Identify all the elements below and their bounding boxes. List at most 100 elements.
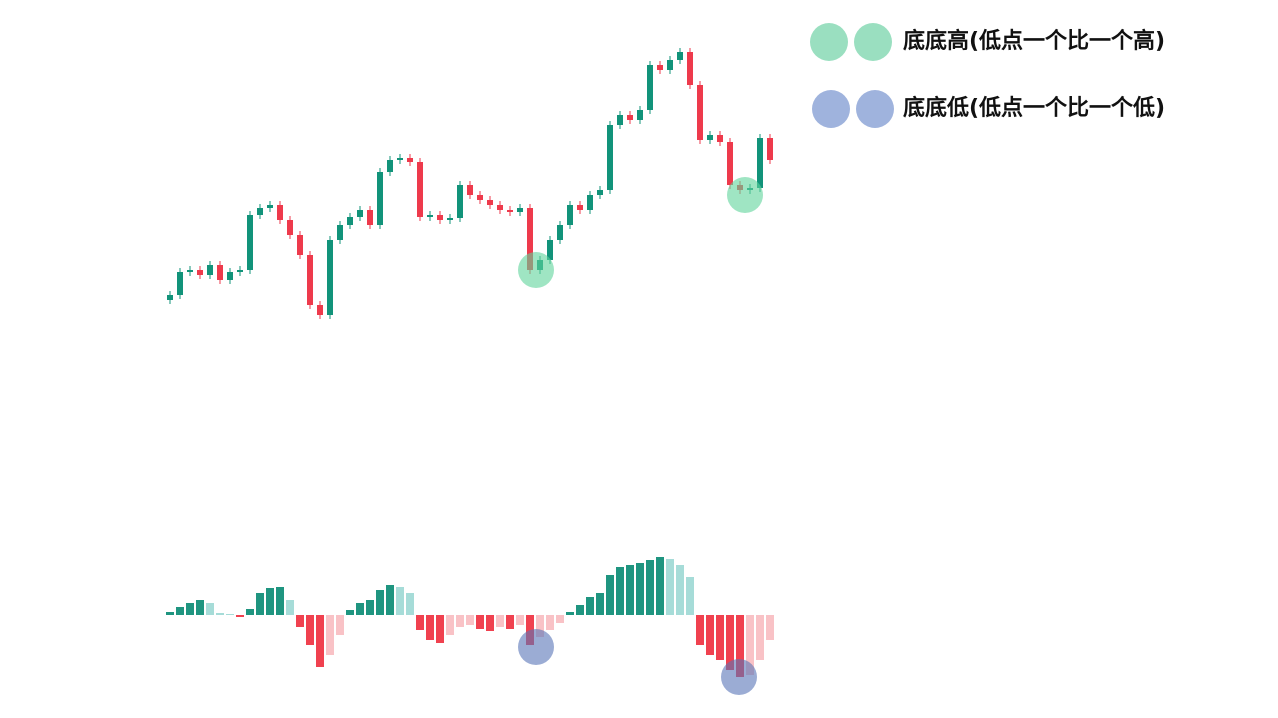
candle-body xyxy=(527,208,533,270)
histogram-bar xyxy=(326,615,334,655)
histogram-bar xyxy=(416,615,424,630)
histogram-bar xyxy=(286,600,294,615)
lower-low-marker xyxy=(721,659,757,695)
legend-swatch xyxy=(812,90,850,128)
histogram-bar xyxy=(276,587,284,615)
candle-body xyxy=(227,272,233,280)
candle-body xyxy=(327,240,333,315)
candle-body xyxy=(547,240,553,260)
candle-body xyxy=(467,185,473,195)
candle-body xyxy=(707,135,713,140)
candle-body xyxy=(397,158,403,160)
histogram-bar xyxy=(626,565,634,615)
higher-low-marker xyxy=(727,177,763,213)
histogram-bar xyxy=(456,615,464,627)
candle-body xyxy=(757,138,763,188)
candle-body xyxy=(597,190,603,195)
histogram-bar xyxy=(306,615,314,645)
candle-body xyxy=(477,195,483,200)
histogram-bar xyxy=(646,560,654,615)
candle-body xyxy=(617,115,623,125)
histogram-bar xyxy=(686,577,694,615)
histogram-bar xyxy=(476,615,484,629)
candle-body xyxy=(607,125,613,190)
histogram-bar xyxy=(536,615,544,637)
candle-body xyxy=(587,195,593,210)
legend-swatch xyxy=(854,23,892,61)
candle-body xyxy=(237,270,243,272)
histogram-bar xyxy=(546,615,554,630)
histogram-bar xyxy=(466,615,474,625)
candle-body xyxy=(297,235,303,255)
histogram-bar xyxy=(656,557,664,615)
candle-body xyxy=(697,85,703,140)
histogram-bar xyxy=(576,605,584,615)
histogram-bar xyxy=(556,615,564,623)
histogram-bar xyxy=(566,612,574,615)
histogram-bar xyxy=(376,590,384,615)
candle-body xyxy=(307,255,313,305)
histogram-bar xyxy=(336,615,344,635)
candle-body xyxy=(177,272,183,295)
candle-body xyxy=(517,208,523,212)
candle-body xyxy=(557,225,563,240)
candle-body xyxy=(447,218,453,220)
histogram-bar xyxy=(256,593,264,615)
candle-body xyxy=(277,205,283,220)
histogram-bar xyxy=(426,615,434,640)
histogram-bar xyxy=(666,559,674,615)
candle-body xyxy=(197,270,203,275)
candle-body xyxy=(667,60,673,70)
candle-body xyxy=(187,270,193,272)
histogram-bar xyxy=(706,615,714,655)
legend-swatch xyxy=(810,23,848,61)
candle-body xyxy=(367,210,373,225)
histogram-bar xyxy=(766,615,774,640)
candle-body xyxy=(487,200,493,205)
histogram-bar xyxy=(746,615,754,675)
histogram-bar xyxy=(516,615,524,625)
candle-body xyxy=(427,215,433,217)
candle-body xyxy=(717,135,723,142)
histogram-bar xyxy=(406,593,414,615)
histogram-bar xyxy=(166,612,174,615)
legend-label: 底底高(低点一个比一个高) xyxy=(903,28,1165,54)
candle-body xyxy=(167,295,173,300)
candle-body xyxy=(567,205,573,225)
higher-low-marker xyxy=(518,252,554,288)
candle-body xyxy=(377,172,383,225)
candle-body xyxy=(457,185,463,218)
legend-swatch xyxy=(856,90,894,128)
histogram-bar xyxy=(386,585,394,615)
histogram-bar xyxy=(446,615,454,635)
histogram-bar xyxy=(236,615,244,617)
histogram-bar xyxy=(696,615,704,645)
histogram-bar xyxy=(176,607,184,615)
candle-body xyxy=(497,205,503,210)
histogram-bar xyxy=(736,615,744,677)
histogram-bar xyxy=(436,615,444,643)
candle-body xyxy=(627,115,633,120)
candle-body xyxy=(407,158,413,162)
histogram-bar xyxy=(296,615,304,627)
histogram-bar xyxy=(526,615,534,645)
lower-low-marker xyxy=(518,629,554,665)
candle-body xyxy=(647,65,653,110)
histogram-bar xyxy=(496,615,504,627)
candle-body xyxy=(437,215,443,220)
histogram-bar xyxy=(226,614,234,615)
histogram-bar xyxy=(606,575,614,615)
histogram-bar xyxy=(356,603,364,615)
histogram-bar xyxy=(246,609,254,615)
histogram-bar xyxy=(486,615,494,631)
candle-body xyxy=(577,205,583,210)
histogram-bar xyxy=(716,615,724,660)
candle-body xyxy=(687,52,693,85)
candle-body xyxy=(347,217,353,225)
histogram-bar xyxy=(396,587,404,615)
candle-body xyxy=(417,162,423,217)
histogram-bar xyxy=(196,600,204,615)
histogram-bar xyxy=(586,597,594,615)
candle-body xyxy=(677,52,683,60)
histogram-bar xyxy=(596,593,604,615)
